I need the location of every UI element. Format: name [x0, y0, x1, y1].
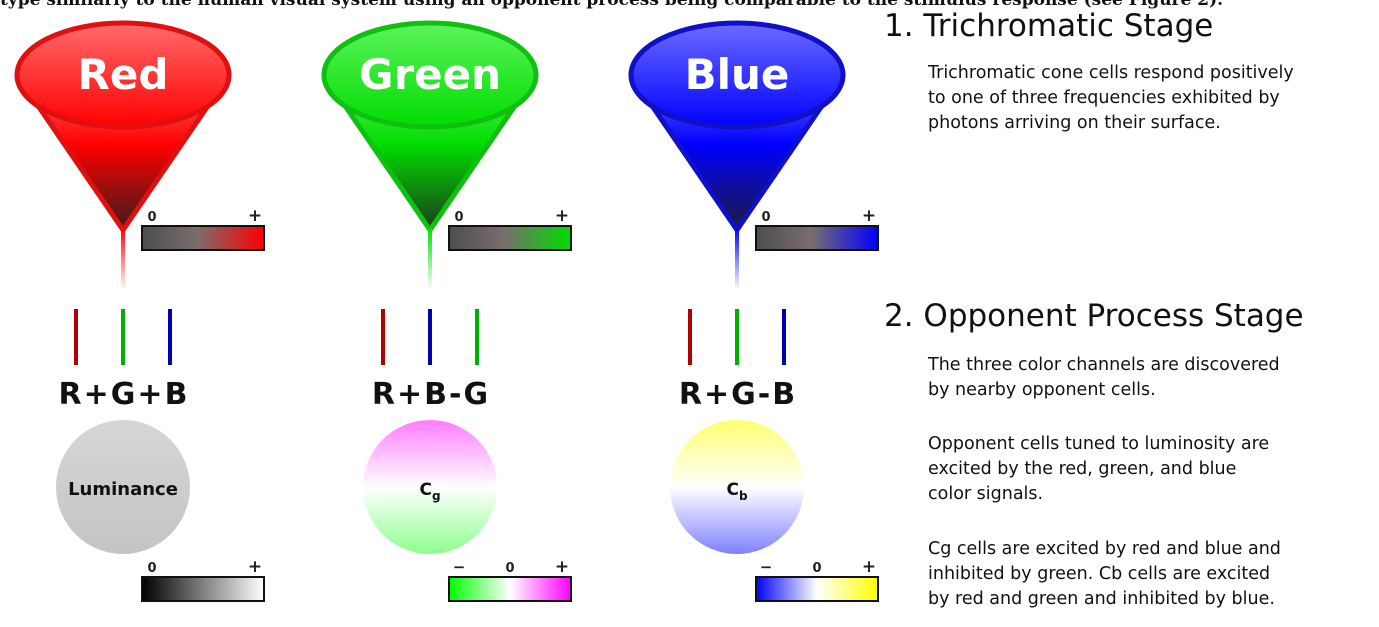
scale-plus-symbol: + — [248, 206, 262, 226]
cone-rim — [628, 20, 846, 130]
formula-term: B — [772, 377, 795, 412]
opponent-cell-label: Cb — [726, 480, 747, 503]
channel-formula: R+B-G — [372, 377, 488, 412]
stage2-paragraph-channels: The three color channels are discovered … — [928, 353, 1368, 403]
formula-term: R — [372, 377, 395, 412]
scale-zero-symbol: 0 — [761, 210, 770, 225]
scale-zero-symbol: 0 — [812, 561, 821, 576]
opponent-cell-label: Cg — [419, 480, 440, 503]
opponent-cell-circle — [56, 420, 190, 554]
scale-plus-symbol: + — [248, 557, 262, 577]
cone-label: Red — [78, 50, 169, 99]
formula-term: + — [704, 377, 729, 412]
formula-term: B — [424, 377, 447, 412]
stage2-paragraph-luminosity: Opponent cells tuned to luminosity are e… — [928, 432, 1368, 507]
channel-formula: R+G+B — [59, 377, 188, 412]
signal-stem — [735, 228, 739, 290]
scale-bar — [448, 576, 572, 602]
stage2-line: by nearby opponent cells. — [928, 380, 1156, 400]
opponent-cell-label: Luminance — [68, 479, 178, 500]
formula-term: + — [397, 377, 422, 412]
signal-line — [381, 309, 385, 365]
formula-term: G — [463, 377, 488, 412]
response-scale-bar — [448, 225, 572, 251]
signal-line — [688, 309, 692, 365]
stage2-line: Cg cells are excited by red and blue and — [928, 539, 1281, 559]
formula-term: + — [137, 377, 162, 412]
cone-label: Green — [359, 50, 501, 99]
stage2-line: The three color channels are discovered — [928, 355, 1280, 375]
cone-rim — [321, 20, 539, 130]
circle-label-main: C — [419, 480, 431, 500]
stage1-title: 1. Trichromatic Stage — [884, 8, 1214, 44]
signal-line — [782, 309, 786, 365]
stage1-line: to one of three frequencies exhibited by — [928, 88, 1280, 108]
circle-label-subscript: b — [739, 489, 748, 503]
stage2-line: by red and green and inhibited by blue. — [928, 589, 1275, 609]
stage2-line: color signals. — [928, 484, 1044, 504]
signal-stem — [428, 228, 432, 290]
signal-stem — [121, 228, 125, 290]
stage2-line: inhibited by green. Cb cells are excited — [928, 564, 1271, 584]
scale-zero-symbol: 0 — [147, 561, 156, 576]
scale-zero-symbol: 0 — [454, 210, 463, 225]
stage2-paragraph-opponent: Cg cells are excited by red and blue and… — [928, 537, 1368, 612]
circle-label-main: Luminance — [68, 479, 178, 500]
stage1-line: Trichromatic cone cells respond positive… — [928, 63, 1294, 83]
formula-term: B — [165, 377, 188, 412]
signal-line — [475, 309, 479, 365]
opponent-cell-circle — [670, 420, 804, 554]
stage1-line: photons arriving on their surface. — [928, 113, 1221, 133]
formula-term: + — [84, 377, 109, 412]
circle-label-subscript: g — [432, 489, 441, 503]
signal-line — [121, 309, 125, 365]
scale-minus-symbol: − — [453, 558, 466, 576]
circle-label-main: C — [726, 480, 738, 500]
scale-plus-symbol: + — [862, 206, 876, 226]
formula-term: R — [679, 377, 702, 412]
response-scale-bar — [141, 225, 265, 251]
cone-label: Blue — [685, 50, 790, 99]
signal-line — [428, 309, 432, 365]
scale-bar — [755, 576, 879, 602]
scale-plus-symbol: + — [555, 557, 569, 577]
formula-term: - — [449, 377, 461, 412]
cone-rim — [14, 20, 232, 130]
stage1-description: Trichromatic cone cells respond positive… — [928, 61, 1368, 136]
signal-line — [735, 309, 739, 365]
stage2-line: Opponent cells tuned to luminosity are — [928, 434, 1270, 454]
stage2-line: excited by the red, green, and blue — [928, 459, 1237, 479]
channel-formula: R+G-B — [679, 377, 795, 412]
formula-term: R — [59, 377, 82, 412]
formula-term: G — [111, 377, 136, 412]
signal-line — [74, 309, 78, 365]
signal-line — [168, 309, 172, 365]
response-scale-bar — [755, 225, 879, 251]
scale-zero-symbol: 0 — [505, 561, 514, 576]
formula-term: - — [758, 377, 770, 412]
scale-plus-symbol: + — [862, 557, 876, 577]
header-text-fragment: type similarly to the human visual syste… — [0, 0, 1224, 10]
scale-zero-symbol: 0 — [147, 210, 156, 225]
scale-minus-symbol: − — [760, 558, 773, 576]
formula-term: G — [731, 377, 756, 412]
scale-bar — [141, 576, 265, 602]
opponent-cell-circle — [363, 420, 497, 554]
scale-plus-symbol: + — [555, 206, 569, 226]
stage2-title: 2. Opponent Process Stage — [884, 298, 1304, 334]
